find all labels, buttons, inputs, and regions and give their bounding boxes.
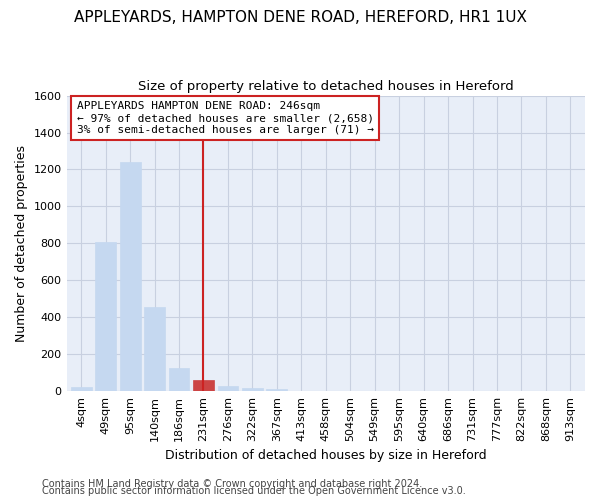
Title: Size of property relative to detached houses in Hereford: Size of property relative to detached ho… (138, 80, 514, 93)
Bar (218, 386, 238, 391)
Bar (193, 380, 214, 391)
Text: Contains public sector information licensed under the Open Government Licence v3: Contains public sector information licen… (42, 486, 466, 496)
Text: APPLEYARDS HAMPTON DENE ROAD: 246sqm
← 97% of detached houses are smaller (2,658: APPLEYARDS HAMPTON DENE ROAD: 246sqm ← 9… (77, 102, 374, 134)
Bar (242, 388, 263, 391)
Bar (144, 307, 165, 391)
Bar (120, 162, 140, 391)
Bar (95, 242, 116, 391)
Bar (71, 386, 92, 391)
Text: APPLEYARDS, HAMPTON DENE ROAD, HEREFORD, HR1 1UX: APPLEYARDS, HAMPTON DENE ROAD, HEREFORD,… (74, 10, 527, 25)
Text: Contains HM Land Registry data © Crown copyright and database right 2024.: Contains HM Land Registry data © Crown c… (42, 479, 422, 489)
X-axis label: Distribution of detached houses by size in Hereford: Distribution of detached houses by size … (165, 450, 487, 462)
Bar (266, 389, 287, 391)
Bar (169, 368, 190, 391)
Y-axis label: Number of detached properties: Number of detached properties (15, 145, 28, 342)
